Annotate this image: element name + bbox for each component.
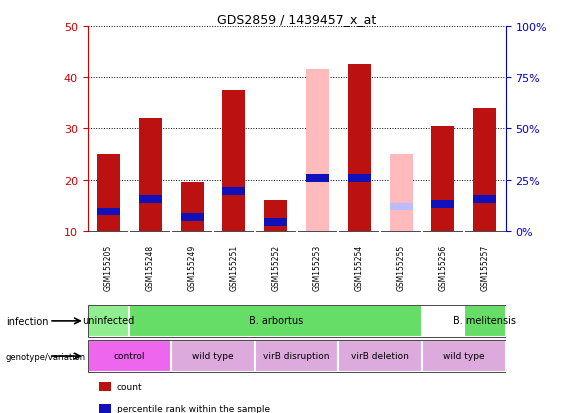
Text: wild type: wild type [443, 351, 485, 360]
Bar [264, 218, 287, 226]
Text: GSM155205: GSM155205 [104, 244, 113, 290]
Text: wild type: wild type [192, 351, 234, 360]
Bar [422, 340, 506, 372]
Text: count: count [117, 382, 142, 391]
Bar [97, 154, 120, 231]
Text: GSM155252: GSM155252 [271, 244, 280, 290]
Title: GDS2859 / 1439457_x_at: GDS2859 / 1439457_x_at [217, 13, 376, 26]
Text: percentile rank within the sample: percentile rank within the sample [117, 404, 270, 413]
Bar [139, 195, 162, 203]
Bar [88, 340, 171, 372]
Text: genotype/variation: genotype/variation [6, 352, 86, 361]
Bar [181, 183, 203, 231]
Bar [432, 126, 454, 231]
Bar [255, 340, 338, 372]
Bar [338, 340, 422, 372]
Text: GSM155253: GSM155253 [313, 244, 322, 290]
Text: virB disruption: virB disruption [263, 351, 330, 360]
Bar [432, 201, 454, 208]
Text: GSM155255: GSM155255 [397, 244, 406, 290]
Bar [264, 201, 287, 231]
Text: infection: infection [6, 316, 48, 326]
Bar [348, 175, 371, 183]
Bar [88, 305, 129, 337]
Text: B. arbortus: B. arbortus [249, 316, 303, 325]
Bar [390, 154, 412, 231]
Text: GSM155249: GSM155249 [188, 244, 197, 290]
Bar [473, 109, 496, 231]
Text: GSM155257: GSM155257 [480, 244, 489, 290]
Text: GSM155248: GSM155248 [146, 244, 155, 290]
Bar [139, 119, 162, 231]
Text: GSM155251: GSM155251 [229, 244, 238, 290]
Text: virB deletion: virB deletion [351, 351, 409, 360]
Text: uninfected: uninfected [82, 316, 134, 325]
Bar [181, 214, 203, 221]
Bar [473, 195, 496, 203]
Bar [223, 188, 245, 195]
Bar [390, 203, 412, 211]
Bar [306, 70, 329, 231]
Bar [129, 305, 422, 337]
Bar [464, 305, 506, 337]
Bar [306, 175, 329, 183]
Bar [223, 91, 245, 231]
Text: B. melitensis: B. melitensis [453, 316, 516, 325]
Text: GSM155254: GSM155254 [355, 244, 364, 290]
Bar [171, 340, 255, 372]
Bar [348, 65, 371, 231]
Text: GSM155256: GSM155256 [438, 244, 447, 290]
Bar [97, 208, 120, 216]
Text: control: control [114, 351, 145, 360]
